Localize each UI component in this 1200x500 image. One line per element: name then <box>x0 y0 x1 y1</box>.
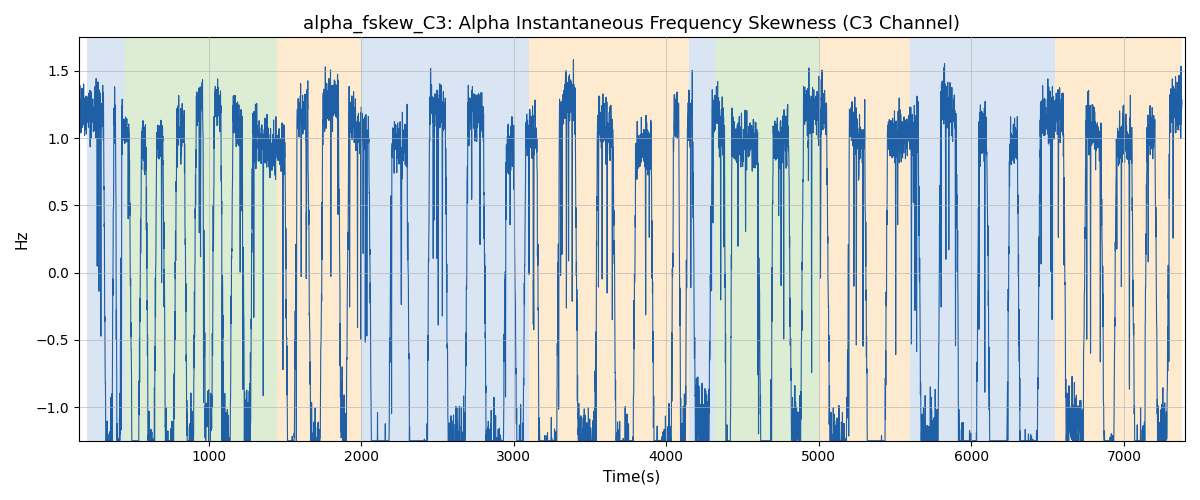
Title: alpha_fskew_C3: Alpha Instantaneous Frequency Skewness (C3 Channel): alpha_fskew_C3: Alpha Instantaneous Freq… <box>304 15 960 34</box>
Bar <box>125 38 277 440</box>
Bar <box>529 38 689 440</box>
Bar <box>911 38 1055 440</box>
Bar <box>715 38 818 440</box>
Y-axis label: Hz: Hz <box>14 230 30 249</box>
Bar <box>818 38 911 440</box>
Bar <box>361 38 529 440</box>
X-axis label: Time(s): Time(s) <box>604 470 660 485</box>
Bar <box>1055 38 1182 440</box>
Bar <box>86 38 125 440</box>
Bar <box>689 38 715 440</box>
Bar <box>277 38 361 440</box>
